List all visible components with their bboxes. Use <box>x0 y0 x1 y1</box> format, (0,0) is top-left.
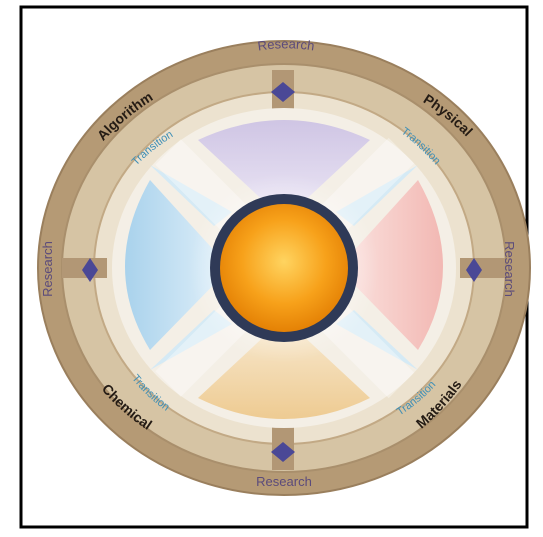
diamond-right <box>466 258 482 282</box>
petal-right <box>338 180 443 350</box>
research-label-left: Research <box>40 241 55 297</box>
research-label-right: Research <box>502 241 517 297</box>
research-label-bottom: Research <box>256 474 312 489</box>
petal-bottom <box>198 318 370 419</box>
spoke-right <box>460 258 505 278</box>
diamond-top <box>271 82 295 102</box>
petal-top <box>198 120 370 220</box>
diamond-bottom <box>271 442 295 462</box>
petal-left <box>125 180 230 350</box>
research-label-top: Research <box>257 36 316 53</box>
center-core <box>220 204 348 332</box>
diamond-left <box>82 258 98 282</box>
